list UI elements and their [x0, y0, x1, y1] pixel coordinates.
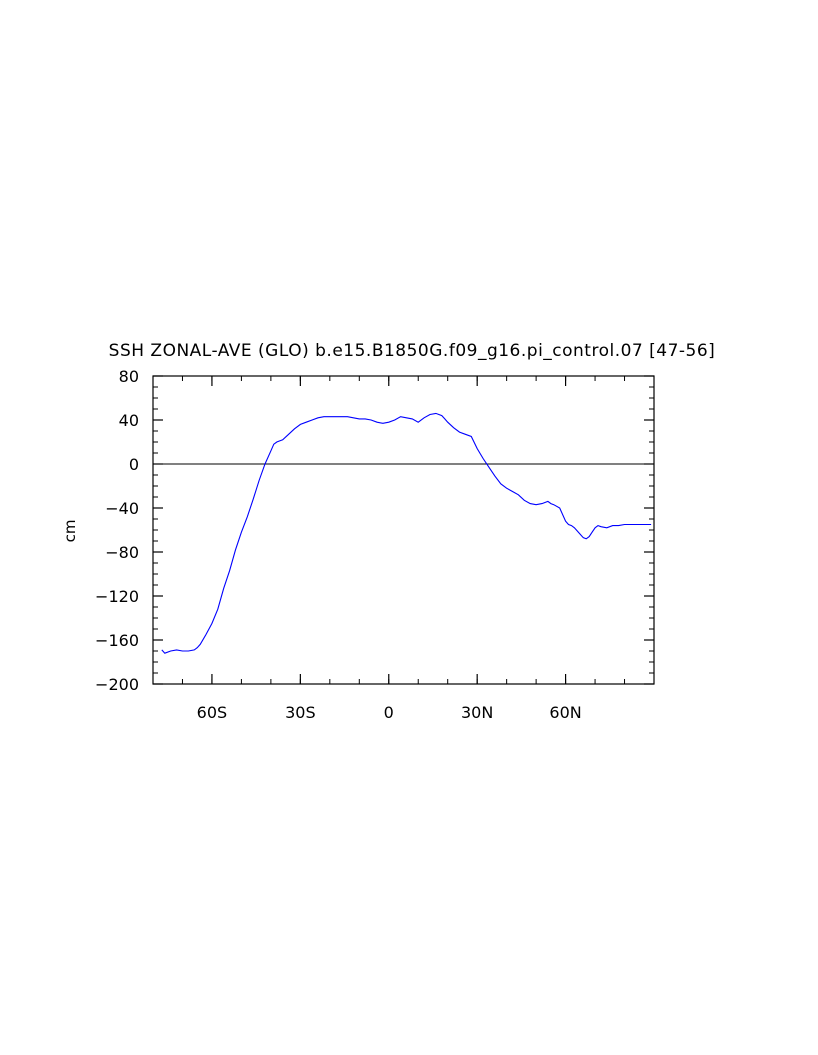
- y-axis-label: cm: [61, 520, 79, 543]
- y-tick-label: −120: [95, 587, 139, 606]
- y-tick-label: −200: [95, 675, 139, 694]
- x-tick-label: 60N: [549, 703, 581, 722]
- x-tick-label: 30N: [461, 703, 493, 722]
- y-tick-label: −160: [95, 631, 139, 650]
- x-tick-label: 0: [384, 703, 394, 722]
- x-tick-label: 60S: [197, 703, 228, 722]
- minor-ticks: [152, 375, 655, 685]
- ssh-series-line: [161, 412, 652, 654]
- y-tick-label: 40: [119, 411, 139, 430]
- y-tick-label: −80: [105, 543, 139, 562]
- y-tick-labels: 80 40 0 −40 −80 −120 −160 −200: [95, 367, 139, 694]
- y-tick-label: 0: [129, 455, 139, 474]
- x-tick-labels: 60S 30S 0 30N 60N: [197, 703, 582, 722]
- plot-frame: [152, 375, 655, 685]
- major-ticks: [153, 375, 654, 685]
- chart-title: SSH ZONAL-AVE (GLO) b.e15.B1850G.f09_g16…: [109, 341, 716, 361]
- y-tick-label: 80: [119, 367, 139, 386]
- x-tick-label: 30S: [285, 703, 316, 722]
- y-tick-label: −40: [105, 499, 139, 518]
